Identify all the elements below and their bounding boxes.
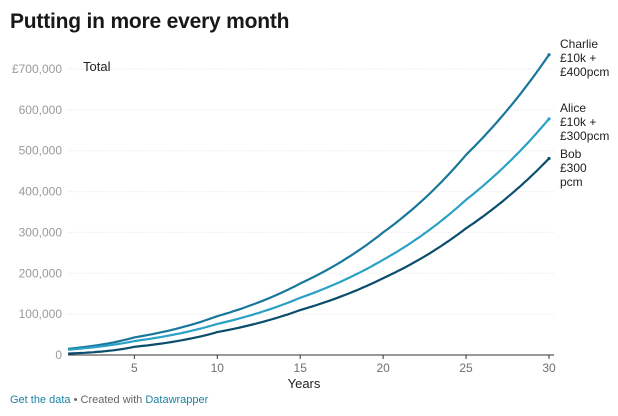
series-endpoint-alice [547,117,551,121]
y-axis-ticks: 0 100,000 200,000 300,000 400,000 500,000 600,… [12,62,62,362]
x-tick-label: 20 [376,361,390,375]
y-tick-label: £700,000 [12,62,62,76]
y-tick-label: 200,000 [19,266,63,280]
series-line-alice [67,118,550,351]
x-tick-label: 30 [542,361,556,375]
y-tick-label: 300,000 [19,225,63,239]
series-label-line: Bob [560,147,582,161]
footer-separator: • Created with [70,394,146,406]
series-label-line: £300 [560,161,587,175]
y-tick-label: 600,000 [19,103,63,117]
series-label-line: £10k + [560,115,596,129]
series-label-line: £400pcm [560,65,609,79]
x-tick-label: 5 [131,361,138,375]
chart-title: Putting in more every month [10,10,290,33]
series-label-line: £300pcm [560,129,609,143]
y-tick-label: 500,000 [19,144,63,158]
footer: Get the data • Created with Datawrapper [10,394,208,406]
series-label-line: pcm [560,175,583,189]
series-label-bob: Bob £300 pcm [560,147,587,189]
datawrapper-link[interactable]: Datawrapper [145,394,209,406]
y-axis-title: Total [83,59,111,74]
series-label-line: £10k + [560,51,596,65]
series-label-charlie: Charlie £10k + £400pcm [560,37,609,79]
series-line-bob [67,157,550,355]
x-tick-label: 25 [459,361,473,375]
get-the-data-link[interactable]: Get the data [10,394,71,406]
x-tick-label: 15 [294,361,308,375]
series-label-line: Alice [560,101,586,115]
x-tick-label: 10 [211,361,225,375]
series-lines [67,53,551,355]
y-tick-label: 0 [55,348,62,362]
line-chart: 0 100,000 200,000 300,000 400,000 500,000 600,… [12,37,609,391]
series-endpoint-bob [547,156,551,161]
x-axis-ticks: 5 10 15 20 25 30 [131,355,556,375]
series-label-alice: Alice £10k + £300pcm [560,101,609,143]
series-endpoint-charlie [547,53,551,57]
x-axis-title: Years [288,376,321,391]
y-tick-label: 400,000 [19,185,63,199]
y-tick-label: 100,000 [19,307,63,321]
grid-lines [68,68,554,356]
series-label-line: Charlie [560,37,598,51]
series-line-charlie [67,54,550,350]
